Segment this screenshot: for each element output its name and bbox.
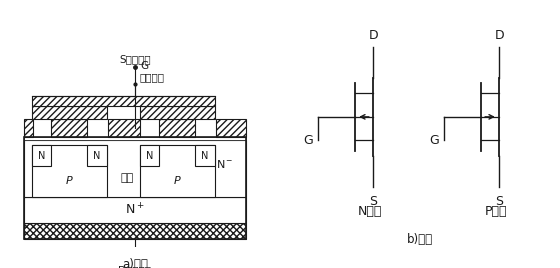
Text: N: N (38, 151, 45, 161)
Text: S: S (495, 195, 503, 208)
Bar (24, 137, 246, 240)
Text: G
（栅极）: G （栅极） (140, 61, 165, 83)
Text: N$^-$: N$^-$ (216, 158, 234, 170)
Bar (24, 119, 33, 137)
Text: 沟道: 沟道 (120, 173, 134, 183)
Bar (216, 119, 246, 137)
Text: D: D (494, 29, 504, 42)
Bar (140, 145, 159, 166)
Text: N: N (146, 151, 153, 161)
Text: N: N (202, 151, 209, 161)
Text: N$^+$: N$^+$ (125, 202, 144, 218)
Bar (140, 145, 214, 197)
Bar (108, 119, 140, 137)
Bar (32, 96, 214, 106)
Bar (24, 197, 246, 223)
Text: D（漏极）: D（漏极） (118, 265, 151, 268)
Text: N沟道: N沟道 (357, 205, 382, 218)
Bar (24, 223, 246, 240)
Bar (140, 106, 214, 119)
Bar (32, 145, 51, 166)
Bar (24, 140, 246, 197)
Bar (195, 145, 214, 166)
Bar (24, 137, 246, 140)
Text: S（源极）: S（源极） (119, 54, 151, 64)
Bar (160, 119, 195, 137)
Text: G: G (303, 134, 313, 147)
Bar (32, 145, 106, 197)
Text: P: P (174, 176, 181, 185)
Bar (87, 145, 106, 166)
Text: a)结构: a)结构 (122, 258, 148, 268)
Text: S: S (369, 195, 377, 208)
Text: N: N (93, 151, 101, 161)
Text: P沟道: P沟道 (484, 205, 507, 218)
Bar (51, 119, 87, 137)
Text: G: G (429, 134, 439, 147)
Bar (32, 106, 106, 119)
Text: P: P (66, 176, 73, 185)
Text: D: D (368, 29, 378, 42)
Text: b)符号: b)符号 (407, 233, 433, 246)
